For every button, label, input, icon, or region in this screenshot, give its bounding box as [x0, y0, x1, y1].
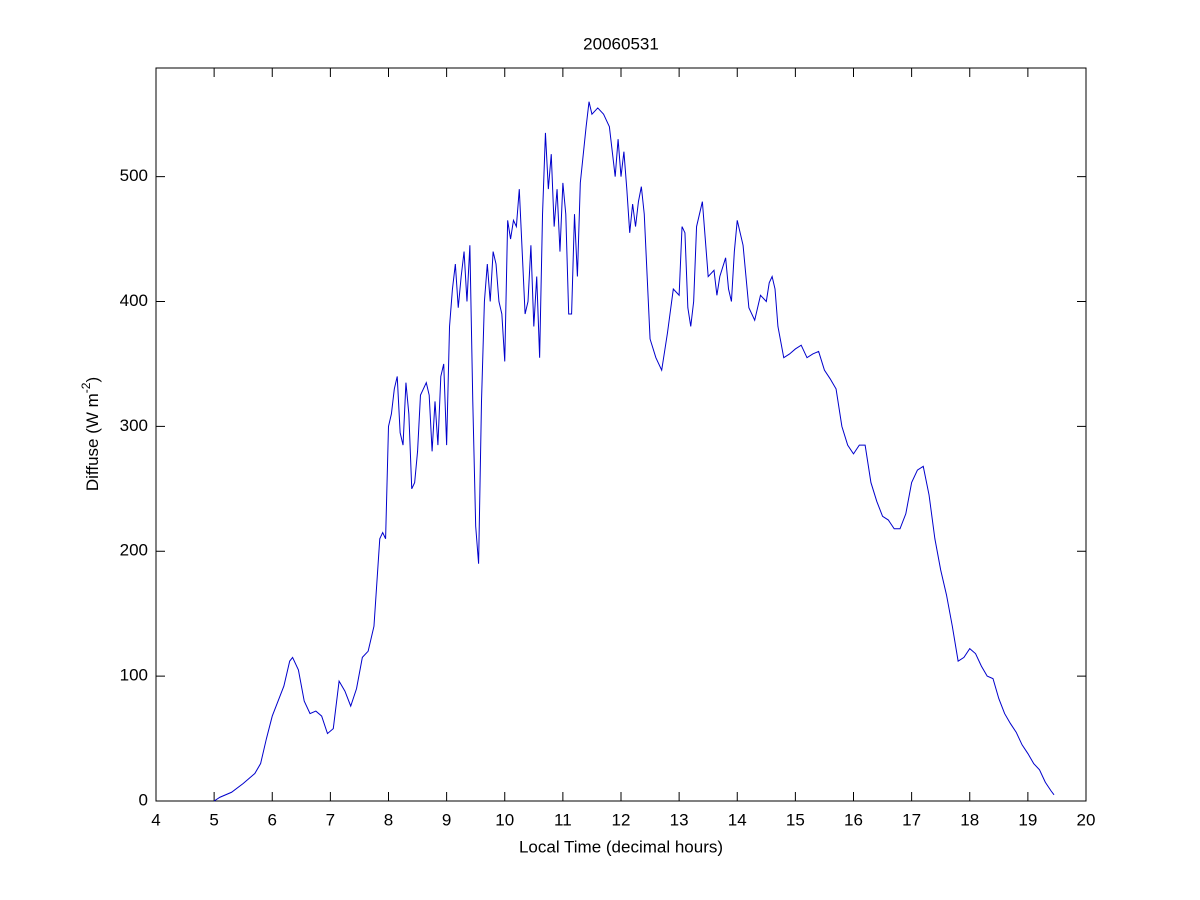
y-tick-label: 300 [120, 416, 148, 435]
x-tick-label: 8 [384, 810, 393, 829]
y-tick-label: 400 [120, 291, 148, 310]
y-tick-label: 200 [120, 541, 148, 560]
x-tick-label: 11 [554, 810, 572, 829]
y-axis-label-part: Diffuse (W m [83, 393, 102, 491]
y-axis-label-part: ) [83, 377, 102, 383]
x-tick-label: 14 [728, 810, 747, 829]
x-tick-label: 6 [268, 810, 277, 829]
y-tick-label: 0 [139, 790, 148, 809]
chart-title: 20060531 [583, 34, 659, 53]
x-tick-label: 20 [1077, 810, 1096, 829]
data-line [213, 101, 1055, 802]
plot-box [155, 67, 1087, 802]
x-tick-label: 5 [209, 810, 218, 829]
x-tick-label: 7 [326, 810, 335, 829]
x-tick-label: 13 [670, 810, 689, 829]
x-tick-label: 18 [960, 810, 979, 829]
x-tick-label: 17 [902, 810, 921, 829]
x-tick-label: 4 [151, 810, 160, 829]
x-axis-label: Local Time (decimal hours) [519, 837, 723, 856]
x-tick-label: 19 [1018, 810, 1037, 829]
x-tick-label: 15 [786, 810, 805, 829]
y-tick-label: 100 [120, 666, 148, 685]
x-tick-label: 12 [612, 810, 631, 829]
x-tick-label: 16 [844, 810, 863, 829]
y-axis-label-sup: -2 [79, 382, 93, 393]
y-tick-label: 500 [120, 166, 148, 185]
y-axis-label: Diffuse (W m-2) [79, 377, 102, 491]
x-tick-label: 10 [495, 810, 514, 829]
x-tick-label: 9 [442, 810, 451, 829]
